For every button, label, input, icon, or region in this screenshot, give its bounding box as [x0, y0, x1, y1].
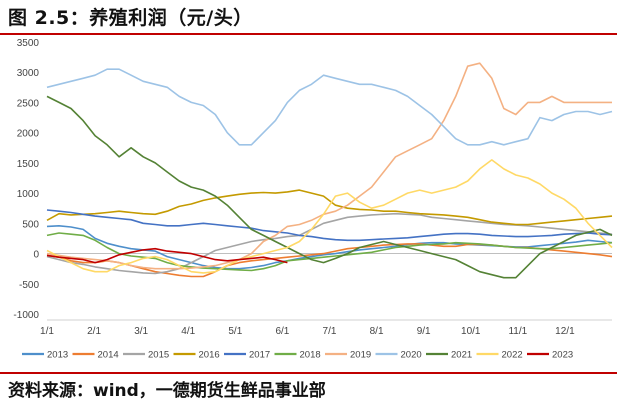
- x-tick-label: 9/1: [417, 326, 431, 337]
- x-tick-label: 2/1: [87, 326, 101, 337]
- x-tick-label: 8/1: [370, 326, 384, 337]
- legend-label-2014: 2014: [98, 350, 119, 361]
- legend-label-2019: 2019: [350, 350, 371, 361]
- source-divider: [0, 372, 617, 374]
- legend-label-2021: 2021: [451, 350, 472, 361]
- y-tick-label: 1000: [17, 189, 40, 200]
- legend-label-2023: 2023: [552, 350, 573, 361]
- source-note: 资料来源：wind，一德期货生鲜品事业部: [8, 376, 326, 401]
- x-tick-label: 1/1: [40, 326, 54, 337]
- y-tick-label: 0: [33, 250, 39, 261]
- x-tick-label: 6/1: [275, 326, 289, 337]
- series-line-2020: [47, 69, 612, 145]
- legend-label-2020: 2020: [401, 350, 422, 361]
- legend-label-2018: 2018: [300, 350, 321, 361]
- legend-label-2017: 2017: [249, 350, 270, 361]
- legend-label-2016: 2016: [199, 350, 220, 361]
- x-tick-label: 4/1: [181, 326, 195, 337]
- series-line-2015: [47, 214, 612, 274]
- series-line-2021: [47, 96, 612, 277]
- y-tick-label: -1000: [13, 310, 39, 321]
- y-tick-label: 3000: [17, 68, 40, 79]
- y-tick-label: 500: [22, 219, 39, 230]
- figure-title: 图 2.5：养殖利润（元/头）: [8, 3, 253, 30]
- y-tick-label: 2000: [17, 129, 40, 140]
- x-tick-label: 10/1: [461, 326, 481, 337]
- legend-label-2015: 2015: [148, 350, 169, 361]
- title-divider: [0, 33, 617, 35]
- x-tick-label: 11/1: [508, 326, 527, 337]
- legend: 2013 2014 2015 2016 2017 2018 2019 2020 2021 2022…: [22, 350, 573, 361]
- y-tick-label: 1500: [17, 159, 40, 170]
- series-lines: [47, 63, 612, 278]
- x-tick-label: 5/1: [228, 326, 242, 337]
- x-tick-label: 3/1: [134, 326, 148, 337]
- y-tick-label: 2500: [17, 98, 40, 109]
- x-tick-label: 7/1: [323, 326, 337, 337]
- y-tick-label: 3500: [17, 38, 40, 49]
- y-tick-label: -500: [19, 280, 39, 291]
- legend-label-2013: 2013: [47, 350, 68, 361]
- series-line-2019: [47, 63, 612, 269]
- legend-label-2022: 2022: [502, 350, 523, 361]
- x-tick-label: 12/1: [555, 326, 575, 337]
- line-chart: -1000 -500 0 500 1000 1500 2000 2500 3000 3500 1/1…: [0, 36, 617, 372]
